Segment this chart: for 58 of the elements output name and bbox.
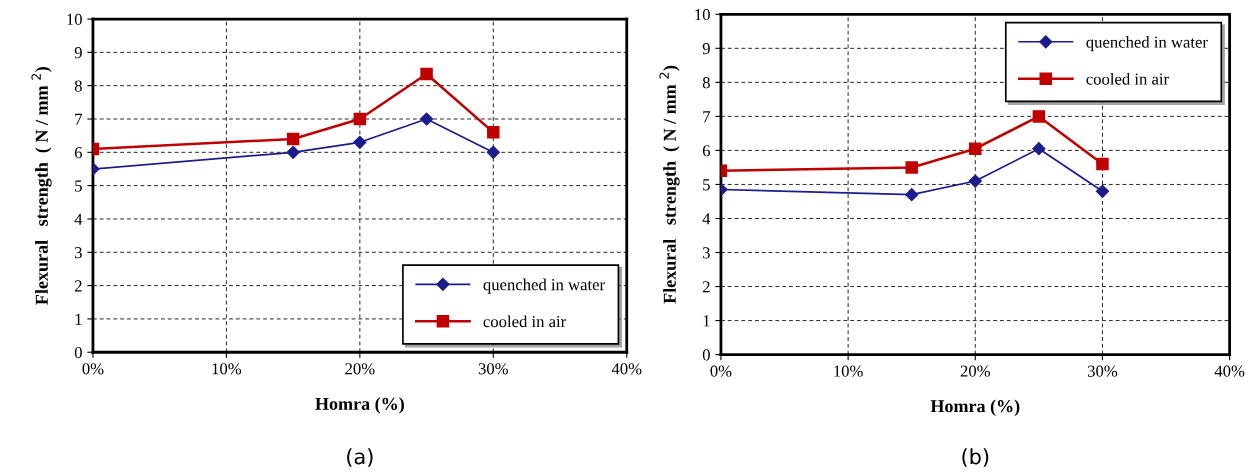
point (1032, 110, 1046, 123)
y-tick-label: 10 (67, 13, 82, 25)
point (905, 161, 918, 174)
text: (b) (962, 448, 989, 467)
point (286, 132, 300, 146)
y-tick-label: 9 (74, 47, 82, 59)
x-tick-label: 10% (834, 365, 863, 377)
legend-label: cooled in air (483, 315, 567, 328)
point (1032, 142, 1046, 156)
y-tick-label: 3 (702, 247, 710, 259)
y-tick-label: 8 (74, 80, 82, 92)
point (286, 145, 300, 159)
y-tick-label: 0 (74, 346, 82, 359)
y-axis-title: Flexural strength ( N / mm $^{2}$) (31, 67, 52, 305)
y-tick-label: 7 (703, 111, 711, 123)
x-tick-label: 20% (960, 365, 990, 377)
point (353, 135, 367, 149)
y-tick-label: 4 (74, 213, 83, 225)
point (1096, 157, 1109, 171)
x-tick-label: 10% (212, 363, 242, 375)
point (968, 174, 982, 188)
y-tick-label: 7 (75, 113, 83, 125)
x-tick-label: 30% (478, 363, 508, 375)
x-tick-label: 0% (82, 363, 104, 375)
x-tick-label: 0% (710, 365, 732, 377)
x-tick-label: 30% (1087, 365, 1118, 377)
y-tick-label: 0 (702, 349, 710, 361)
y-tick-label: 10 (695, 8, 710, 21)
point (419, 112, 434, 126)
y-tick-label: 5 (75, 180, 82, 192)
point (969, 142, 982, 155)
point (353, 112, 367, 126)
y-axis-title: Flexural strength ( N / mm $^{2}$) (659, 65, 680, 304)
point (1095, 184, 1110, 198)
legend-label: cooled in air (1086, 72, 1169, 85)
y-tick-label: 1 (75, 313, 82, 325)
y-tick-label: 8 (702, 77, 710, 89)
y-tick-label: 6 (74, 147, 83, 159)
y-tick-label: 2 (74, 280, 82, 292)
x-tick-label: 40% (1214, 365, 1245, 377)
y-tick-label: 5 (703, 179, 710, 191)
point (905, 188, 919, 202)
x-axis-title: Homra (%) (315, 397, 404, 414)
legend-label: quenched in water (1086, 36, 1208, 52)
y-tick-label: 3 (74, 247, 82, 259)
x-tick-label: 40% (611, 363, 642, 375)
y-tick-label: 6 (702, 145, 711, 157)
point (420, 67, 433, 81)
point (486, 145, 500, 159)
y-tick-label: 2 (702, 281, 710, 293)
y-tick-label: 4 (702, 213, 711, 225)
x-axis-title: Homra (%) (930, 399, 1020, 416)
point (487, 126, 500, 139)
y-tick-label: 9 (702, 43, 710, 55)
legend-label: quenched in water (483, 278, 605, 294)
text: (a) (347, 448, 373, 467)
y-tick-label: 1 (703, 315, 710, 327)
x-tick-label: 20% (345, 363, 375, 375)
